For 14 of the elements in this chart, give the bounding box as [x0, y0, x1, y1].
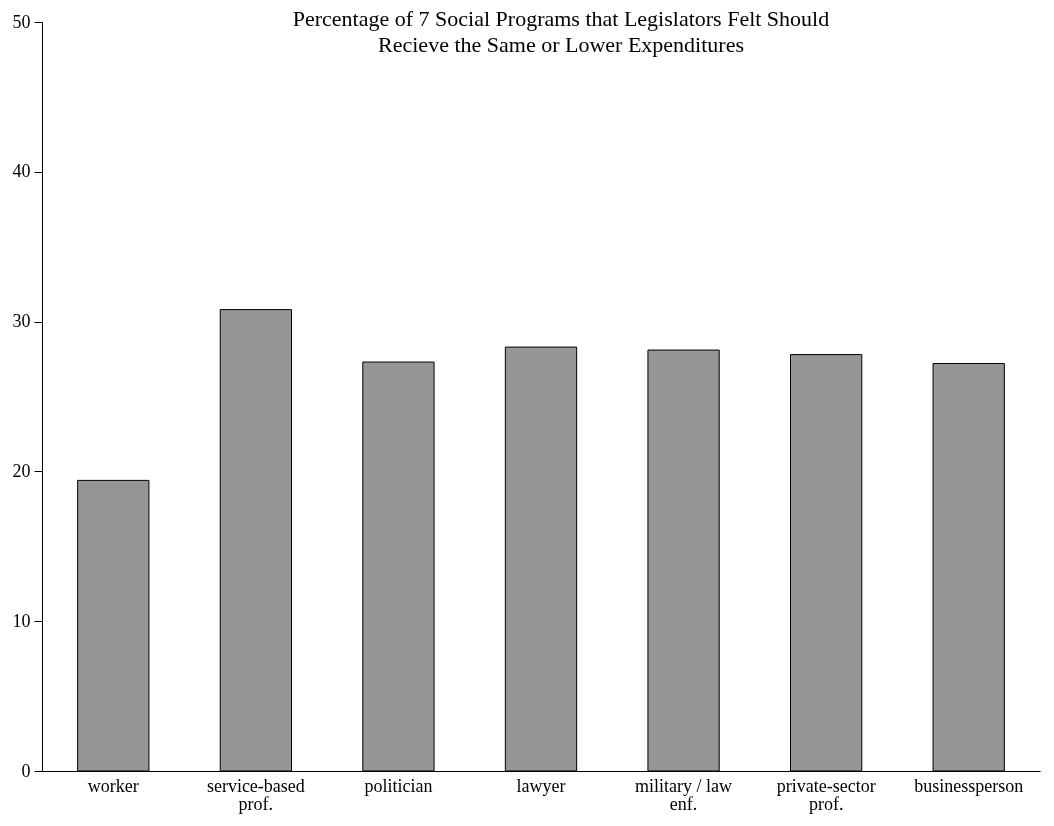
x-tick-label: lawyer [516, 775, 566, 796]
y-tick-label: 40 [12, 161, 31, 182]
x-tick-label: worker [87, 775, 139, 796]
x-tick-label: military / law enf. [635, 775, 733, 814]
y-tick-label: 0 [21, 760, 31, 781]
x-tick-label: service-based prof. [206, 775, 305, 814]
x-tick-label: private-sector prof. [776, 775, 876, 814]
y-tick-label: 20 [12, 460, 31, 481]
x-tick-label: businessperson [914, 775, 1024, 796]
y-tick-label: 10 [12, 610, 31, 631]
chart-title: Percentage of 7 Social Programs that Legislators Felt Should Recieve the Same or Lower Expenditures [292, 6, 830, 57]
y-tick-label: 30 [12, 311, 31, 332]
y-tick-label: 50 [12, 11, 31, 32]
x-tick-label: politician [364, 775, 433, 796]
